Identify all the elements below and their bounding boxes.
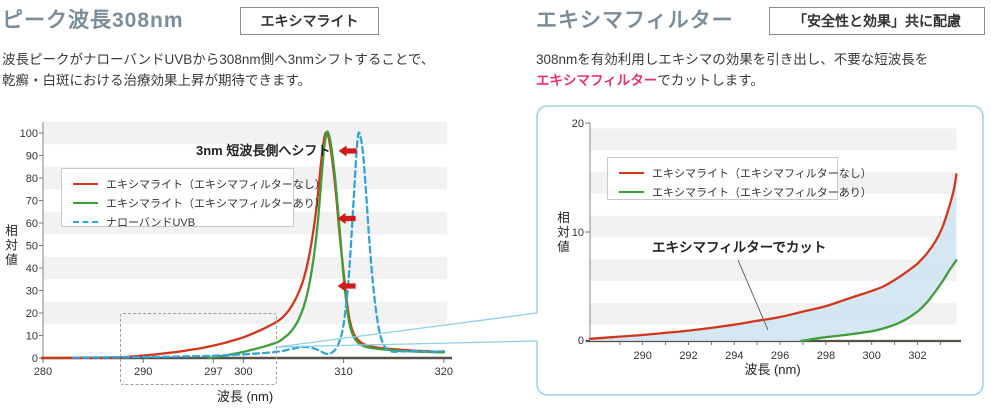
y-tick-label: 10 xyxy=(572,227,584,239)
x-tick-label: 300 xyxy=(863,350,881,362)
y-tick-label: 90 xyxy=(26,151,38,163)
shift-arrow-icon xyxy=(337,145,357,292)
left-y-axis-title: 相対値 xyxy=(3,224,17,268)
left-chart-y-tick-labels: 0 10 20 30 40 50 60 70 80 90 100 xyxy=(20,128,38,365)
y-tick-label: 70 xyxy=(26,196,38,208)
x-tick-label: 290 xyxy=(634,350,652,362)
x-tick-label: 310 xyxy=(334,366,352,378)
right-chart-y-tick-labels: 0 10 20 xyxy=(572,118,584,347)
x-tick-label: 290 xyxy=(134,366,152,378)
left-description: 波長ピークがナローバンドUVBから308nm側へ3nmシフトすることで、 乾癬・… xyxy=(2,49,502,91)
y-tick-label: 80 xyxy=(26,173,38,185)
legend-label: エキシマライト（エキシマフィルターあり） xyxy=(652,186,872,199)
legend-label: ナローバンドUVB xyxy=(106,216,196,229)
legend-item-no-filter: エキシマライト（エキシマフィルターなし） xyxy=(619,163,872,182)
left-section-title: ピーク波長308nm xyxy=(2,9,184,32)
left-chart-legend: エキシマライト（エキシマフィルターなし） エキシマライト（エキシマフィルターあり… xyxy=(61,168,326,229)
right-y-axis-title: 相対値 xyxy=(555,211,569,255)
shift-annotation: 3nm 短波長側へシフト xyxy=(196,143,331,158)
x-tick-label: 280 xyxy=(34,366,52,378)
green-line-swatch-icon xyxy=(619,190,644,193)
left-description-line2: 乾癬・白斑における治療効果上昇が期待できます。 xyxy=(2,73,312,88)
y-tick-label: 60 xyxy=(26,218,38,230)
right-description-line2-rest: でカットします。 xyxy=(657,73,764,88)
right-chart-legend: エキシマライト（エキシマフィルターなし） エキシマライト（エキシマフィルターあり… xyxy=(607,157,872,201)
legend-item-with-filter: エキシマライト（エキシマフィルターあり） xyxy=(73,193,326,212)
red-line-swatch-icon xyxy=(73,182,98,185)
x-tick-label: 302 xyxy=(908,350,926,362)
x-tick-label: 300 xyxy=(234,366,252,378)
blue-dashed-swatch-icon xyxy=(73,220,98,223)
right-description: 308nmを有効利用しエキシマの効果を引き出し、不要な短波長を エキシマフィルタ… xyxy=(536,49,986,91)
x-tick-label: 297 xyxy=(204,366,222,378)
y-tick-label: 0 xyxy=(578,335,584,347)
y-tick-label: 10 xyxy=(26,331,38,343)
legend-label: エキシマライト（エキシマフィルターあり） xyxy=(106,197,326,210)
excimer-light-badge: エキシマライト xyxy=(240,7,379,35)
y-tick-label: 0 xyxy=(32,353,38,365)
legend-label: エキシマライト（エキシマフィルターなし） xyxy=(652,167,872,180)
safety-effect-badge: 「安全性と効果」共に配慮 xyxy=(769,7,985,35)
y-tick-label: 20 xyxy=(26,308,38,320)
y-tick-label: 100 xyxy=(20,128,38,140)
right-description-line2: エキシマフィルターでカットします。 xyxy=(536,70,986,91)
x-tick-label: 320 xyxy=(435,366,453,378)
y-tick-label: 20 xyxy=(572,118,584,130)
right-description-line1: 308nmを有効利用しエキシマの効果を引き出し、不要な短波長を xyxy=(536,52,929,67)
legend-label: エキシマライト（エキシマフィルターなし） xyxy=(106,178,326,191)
right-section-title: エキシマフィルター xyxy=(536,9,734,32)
y-tick-label: 40 xyxy=(26,263,38,275)
cut-annotation: エキシマフィルターでカット xyxy=(652,240,827,255)
red-line-swatch-icon xyxy=(619,171,644,174)
y-tick-label: 50 xyxy=(26,241,38,253)
left-chart-x-tick-labels: 280 290 297 300 310 320 xyxy=(34,366,453,378)
legend-item-nbuvb: ナローバンドUVB xyxy=(73,212,293,231)
excimer-filter-accent-text: エキシマフィルター xyxy=(536,73,658,88)
left-x-axis-title: 波長 (nm) xyxy=(216,389,274,404)
right-x-axis-title: 波長 (nm) xyxy=(744,362,801,377)
legend-item-with-filter: エキシマライト（エキシマフィルターあり） xyxy=(619,182,872,201)
y-tick-label: 30 xyxy=(26,286,38,298)
left-description-line1: 波長ピークがナローバンドUVBから308nm側へ3nmシフトすることで、 xyxy=(2,52,435,67)
legend-item-no-filter: エキシマライト（エキシマフィルターなし） xyxy=(73,174,326,193)
green-line-swatch-icon xyxy=(73,201,98,204)
